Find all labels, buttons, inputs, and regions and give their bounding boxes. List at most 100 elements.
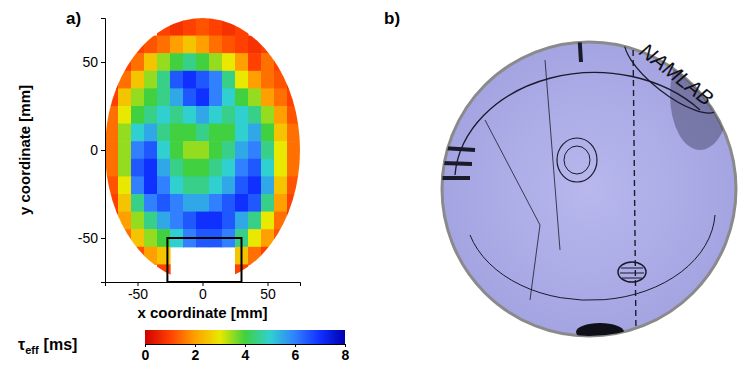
cell bbox=[248, 229, 262, 247]
mark bbox=[620, 268, 644, 278]
cell bbox=[222, 53, 236, 71]
cell bbox=[287, 124, 301, 142]
cell bbox=[235, 141, 249, 159]
cell bbox=[131, 124, 145, 142]
cell bbox=[222, 36, 236, 54]
cell bbox=[222, 71, 236, 89]
cell bbox=[287, 88, 301, 106]
cell bbox=[261, 53, 275, 71]
wafer-photo: NAMLAB bbox=[440, 23, 736, 341]
cell bbox=[157, 53, 171, 71]
cell bbox=[222, 194, 236, 212]
cell bbox=[209, 88, 223, 106]
cell bbox=[183, 141, 197, 159]
cell bbox=[261, 106, 275, 124]
cell bbox=[248, 159, 262, 177]
tick: 8 bbox=[342, 344, 350, 363]
cell bbox=[261, 212, 275, 230]
tick-label: 4 bbox=[242, 347, 250, 363]
cell bbox=[131, 141, 145, 159]
mark bbox=[618, 262, 646, 282]
cell bbox=[157, 194, 171, 212]
cell bbox=[131, 36, 145, 54]
axis: 02468 bbox=[142, 344, 350, 363]
cell bbox=[235, 53, 249, 71]
cell bbox=[131, 53, 145, 71]
cell bbox=[196, 106, 210, 124]
cell bbox=[209, 194, 223, 212]
cell bbox=[235, 88, 249, 106]
cell bbox=[196, 159, 210, 177]
cell bbox=[261, 71, 275, 89]
tick: 50 bbox=[260, 282, 276, 302]
cell bbox=[144, 212, 158, 230]
cell bbox=[196, 53, 210, 71]
cell bbox=[196, 176, 210, 194]
cell bbox=[170, 53, 184, 71]
cell bbox=[183, 18, 197, 36]
cell bbox=[183, 88, 197, 106]
cell bbox=[118, 141, 132, 159]
cell bbox=[209, 124, 223, 142]
cell bbox=[144, 124, 158, 142]
cell bbox=[144, 53, 158, 71]
colorbar-title-unit: [ms] bbox=[44, 336, 78, 353]
cell bbox=[118, 71, 132, 89]
cell bbox=[157, 159, 171, 177]
cell bbox=[209, 141, 223, 159]
cell bbox=[144, 141, 158, 159]
colorbar-title: τeff[ms] bbox=[18, 336, 77, 356]
cell bbox=[287, 141, 301, 159]
cell bbox=[261, 247, 275, 265]
mark bbox=[579, 30, 581, 62]
cell bbox=[196, 194, 210, 212]
cell bbox=[157, 88, 171, 106]
tick: 0 bbox=[142, 344, 150, 363]
cell bbox=[144, 176, 158, 194]
tick: 0 bbox=[199, 282, 207, 302]
cell bbox=[131, 71, 145, 89]
panel-label: a) bbox=[66, 9, 81, 28]
cell bbox=[274, 229, 288, 247]
cell bbox=[170, 88, 184, 106]
cell bbox=[118, 212, 132, 230]
cell bbox=[209, 176, 223, 194]
cell bbox=[157, 176, 171, 194]
cell bbox=[248, 106, 262, 124]
cell bbox=[105, 212, 119, 230]
cell bbox=[274, 212, 288, 230]
cell bbox=[183, 194, 197, 212]
cell bbox=[170, 106, 184, 124]
tick: -50 bbox=[128, 282, 148, 302]
cell bbox=[105, 141, 119, 159]
cell bbox=[183, 124, 197, 142]
mark bbox=[614, 23, 730, 126]
cell bbox=[274, 106, 288, 124]
tick-label: -50 bbox=[128, 286, 148, 302]
cell bbox=[261, 124, 275, 142]
cell bbox=[144, 88, 158, 106]
ring bbox=[564, 146, 590, 174]
cell bbox=[170, 124, 184, 142]
mark bbox=[440, 163, 472, 164]
cell bbox=[235, 176, 249, 194]
cell bbox=[183, 176, 197, 194]
cell bbox=[235, 18, 249, 36]
cell bbox=[183, 106, 197, 124]
cell bbox=[235, 194, 249, 212]
scribe-arc bbox=[470, 215, 715, 300]
cell bbox=[118, 88, 132, 106]
cell bbox=[287, 159, 301, 177]
cell bbox=[261, 159, 275, 177]
cell bbox=[235, 124, 249, 142]
cell bbox=[105, 124, 119, 142]
cell bbox=[105, 106, 119, 124]
cell bbox=[274, 53, 288, 71]
cell bbox=[170, 176, 184, 194]
cell bbox=[222, 106, 236, 124]
panel-label: b) bbox=[384, 9, 400, 28]
x-axis-title: x coordinate [mm] bbox=[137, 304, 267, 321]
cell bbox=[183, 159, 197, 177]
cell bbox=[222, 88, 236, 106]
cell bbox=[274, 88, 288, 106]
